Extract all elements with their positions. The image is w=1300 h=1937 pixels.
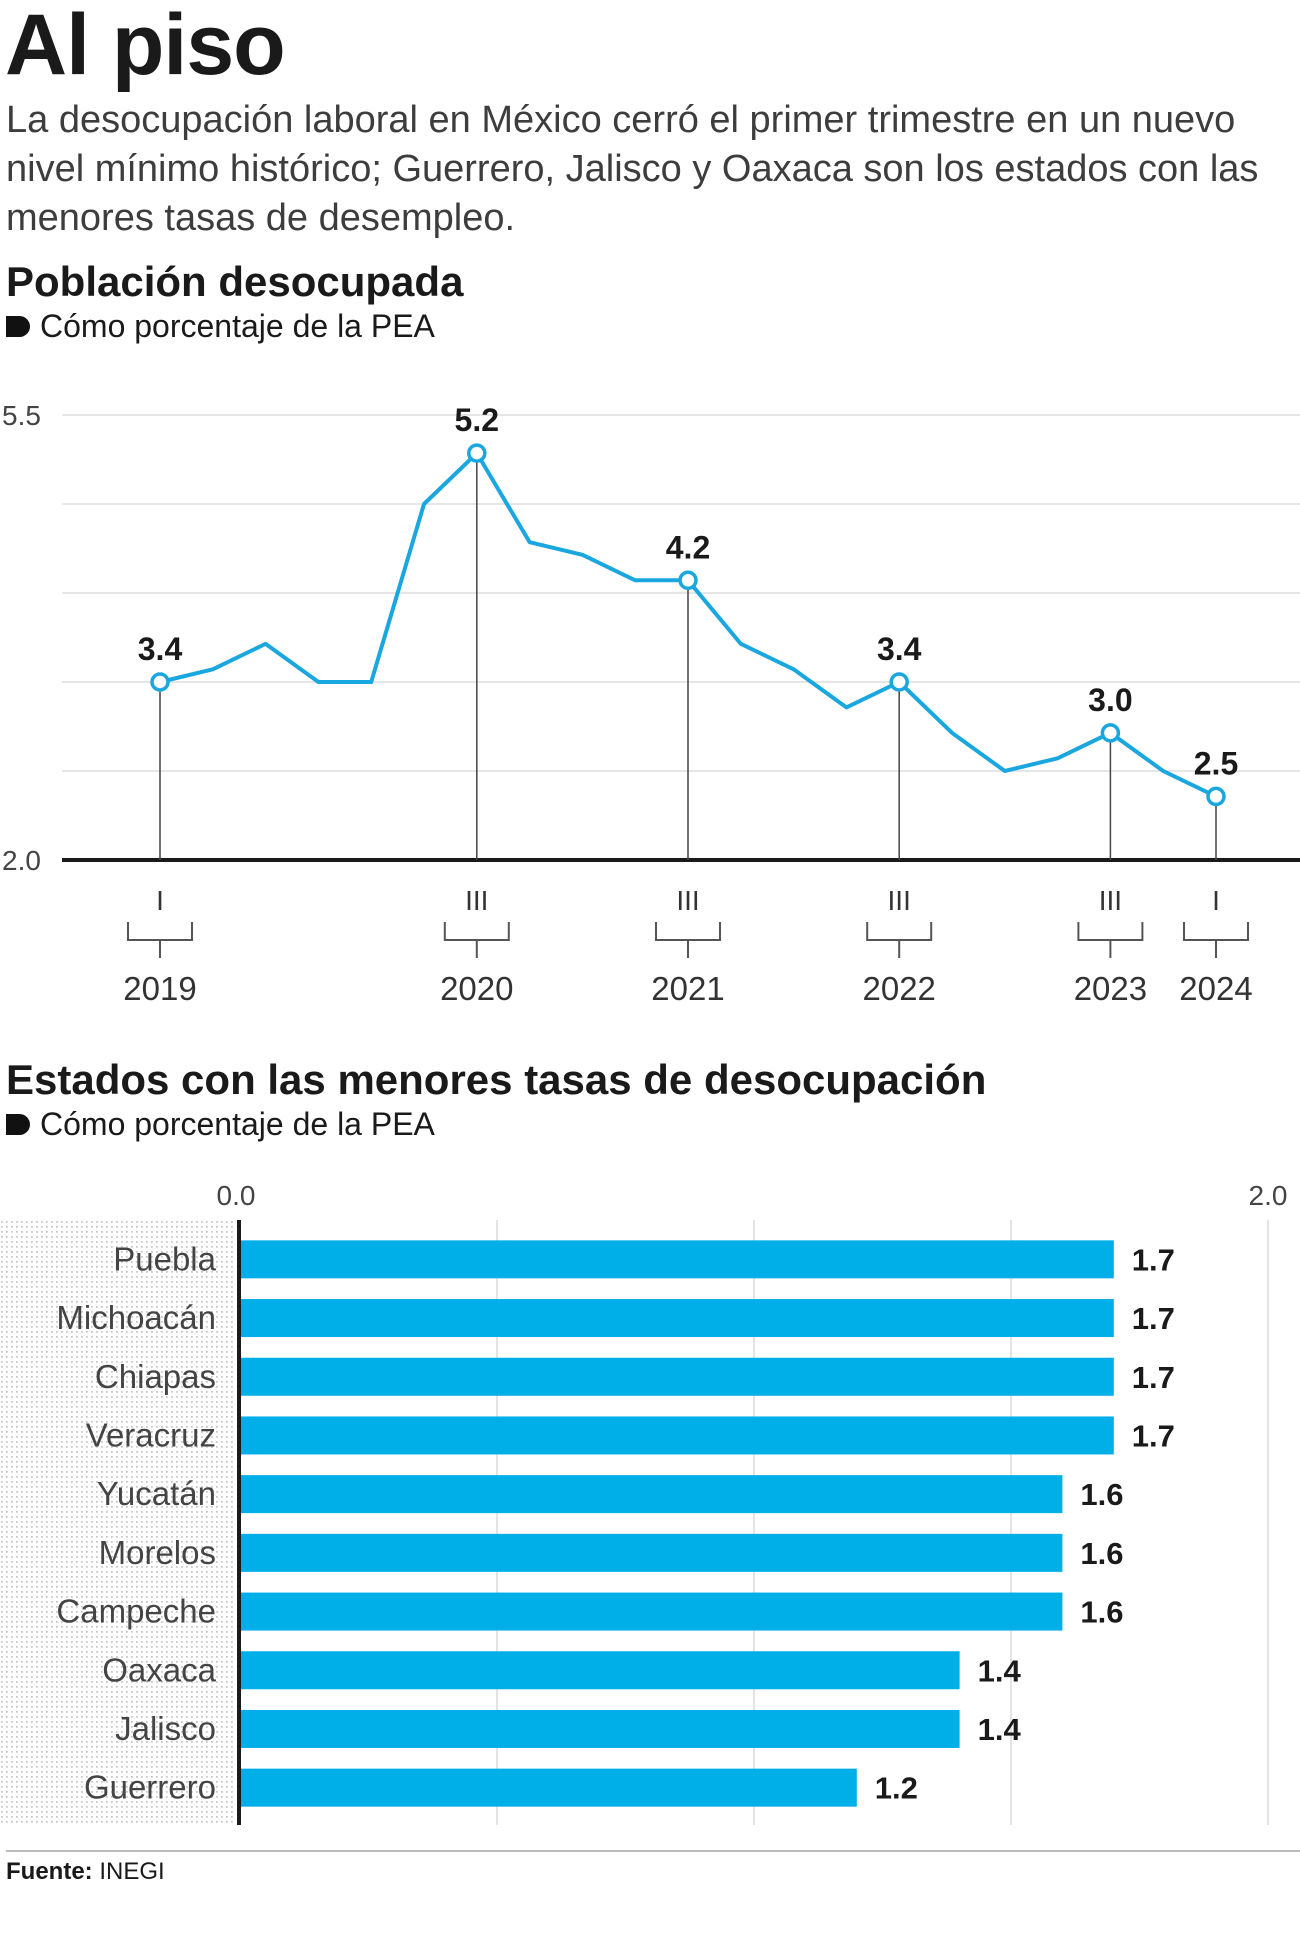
source-value: INEGI	[99, 1858, 165, 1885]
category-label: Morelos	[99, 1534, 216, 1571]
line-chart-unit-label: Cómo porcentaje de la PEA	[40, 308, 435, 344]
x-tick-label-quarter: I	[1212, 885, 1220, 916]
line-chart-unit: Cómo porcentaje de la PEA	[6, 308, 435, 345]
bar	[240, 1768, 857, 1807]
bar	[240, 1240, 1114, 1279]
footer-divider	[6, 1850, 1300, 1852]
bar-chart: 0.0 2.0 Puebla 1.7 Michoacán 1.7 Chiapas 1.7 Ver…	[0, 1180, 1288, 1825]
bar-value-label: 1.6	[1080, 1595, 1123, 1630]
data-point	[1100, 723, 1121, 743]
bar-value-label: 1.7	[1132, 1301, 1175, 1336]
data-label: 2.5	[1194, 745, 1238, 781]
line-chart-title: Población desocupada	[6, 258, 464, 305]
line-chart: 5.52.03.4I20195.2III20204.2III20213.4III…	[2, 400, 1300, 1007]
category-label: Yucatán	[97, 1475, 216, 1512]
data-point	[1206, 786, 1226, 807]
tag-marker-icon	[6, 1114, 30, 1135]
category-label: Chiapas	[95, 1358, 216, 1395]
category-label: Jalisco	[115, 1710, 216, 1747]
year-bracket	[655, 922, 721, 958]
bar-chart-title: Estados con las menores tasas de desocup…	[6, 1056, 987, 1103]
source-label: Fuente:	[6, 1858, 93, 1885]
y-tick-label: 5.5	[2, 400, 41, 431]
bar	[240, 1709, 960, 1748]
bar-value-label: 1.7	[1132, 1360, 1175, 1395]
bar-value-label: 1.6	[1080, 1536, 1123, 1571]
data-label: 3.4	[877, 631, 922, 667]
x-tick-label-quarter: III	[465, 885, 488, 916]
data-point	[150, 672, 170, 692]
category-label: Puebla	[113, 1240, 216, 1277]
category-label: Campeche	[56, 1593, 216, 1630]
source-note: Fuente: INEGI	[6, 1858, 165, 1886]
category-label: Guerrero	[84, 1769, 216, 1806]
x-tick-label-quarter: III	[676, 885, 699, 916]
bar	[240, 1475, 1063, 1514]
x-tick-label-year: 2024	[1179, 970, 1252, 1007]
bar-chart-unit: Cómo porcentaje de la PEA	[6, 1106, 435, 1143]
x-tick-label-year: 2019	[123, 970, 196, 1007]
x-tick-label-quarter: I	[156, 885, 164, 916]
year-bracket	[1077, 922, 1144, 958]
bar-value-label: 1.7	[1132, 1418, 1175, 1453]
page-title: Al piso	[5, 0, 286, 93]
page-subtitle: La desocupación laboral en México cerró …	[6, 99, 1259, 239]
x-tick-label-year: 2023	[1074, 970, 1147, 1007]
data-point	[889, 672, 909, 692]
bar-value-label: 1.4	[978, 1653, 1022, 1688]
bar	[240, 1592, 1063, 1631]
data-label: 3.4	[138, 631, 183, 667]
year-bracket	[1183, 922, 1249, 958]
bar-value-label: 1.2	[875, 1771, 918, 1806]
bar	[240, 1299, 1114, 1338]
x-tick-label-quarter: III	[1099, 885, 1122, 916]
category-label: Michoacán	[56, 1299, 216, 1336]
data-point	[467, 443, 487, 463]
bar	[240, 1357, 1114, 1396]
bar	[240, 1533, 1063, 1572]
label-band	[0, 1220, 236, 1825]
year-bracket	[866, 922, 933, 958]
x-tick-label-year: 2020	[440, 970, 513, 1007]
x-tick-label: 2.0	[1249, 1180, 1288, 1211]
category-label: Veracruz	[86, 1416, 216, 1453]
x-tick-label-quarter: III	[888, 885, 911, 916]
bar-value-label: 1.6	[1080, 1477, 1123, 1512]
bar-chart-unit-label: Cómo porcentaje de la PEA	[40, 1106, 435, 1142]
data-label: 5.2	[455, 402, 499, 438]
x-tick-label: 0.0	[217, 1180, 256, 1211]
year-bracket	[443, 922, 510, 958]
x-tick-label-year: 2021	[651, 970, 724, 1007]
x-tick-label-year: 2022	[862, 970, 935, 1007]
category-label: Oaxaca	[102, 1651, 216, 1688]
year-bracket	[127, 922, 193, 958]
y-tick-label: 2.0	[2, 845, 41, 876]
bar	[240, 1651, 960, 1690]
data-point	[678, 570, 698, 591]
data-label: 3.0	[1088, 682, 1132, 718]
bar-value-label: 1.7	[1132, 1242, 1175, 1277]
bar	[240, 1416, 1114, 1455]
data-label: 4.2	[666, 529, 710, 565]
bar-value-label: 1.4	[978, 1712, 1022, 1747]
tag-marker-icon	[6, 316, 30, 337]
